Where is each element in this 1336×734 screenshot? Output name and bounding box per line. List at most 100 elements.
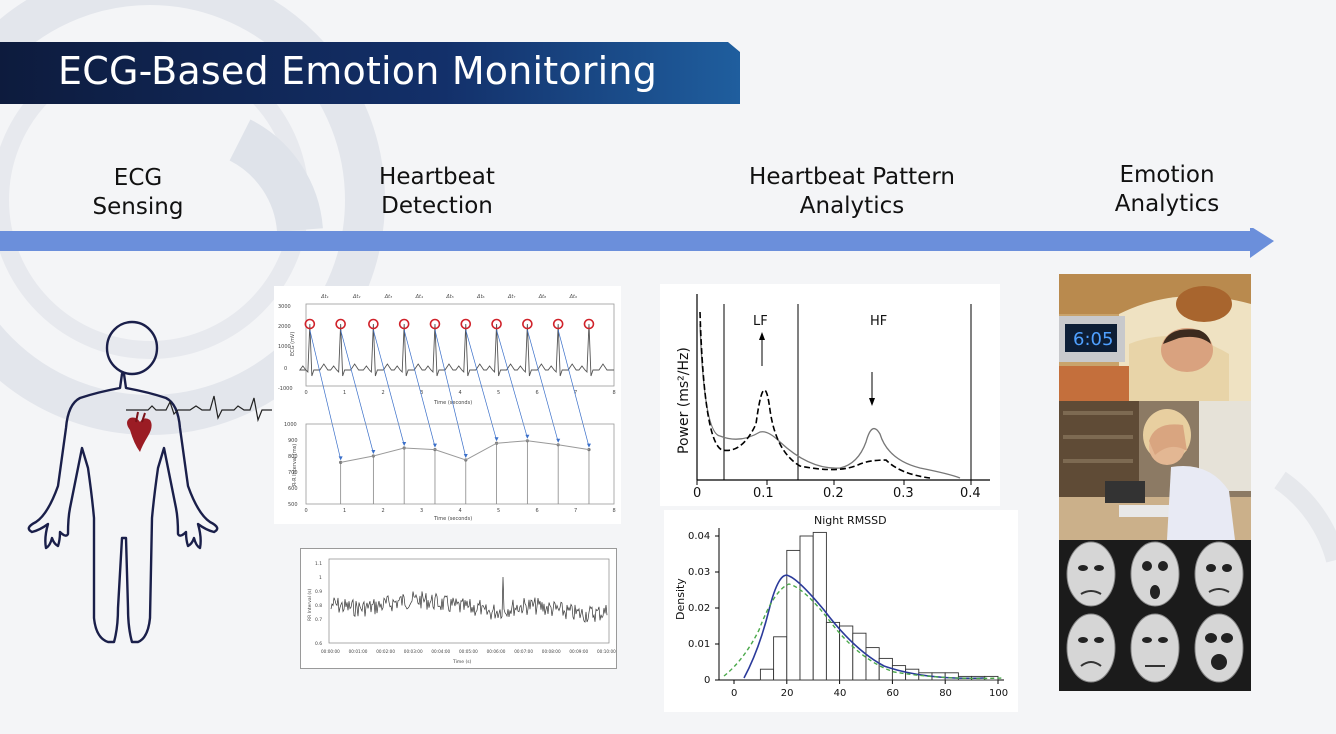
ecg-xtick: 8 (613, 390, 616, 396)
rrs-ytick: 0.6 (315, 641, 322, 647)
rrs-xlabel: Time (s) (452, 659, 472, 665)
process-arrow (0, 228, 1274, 258)
rr-arrowhead (556, 438, 561, 443)
rrs-xtick: 00:02:00 (376, 649, 395, 654)
hist-xtick: 20 (781, 688, 794, 699)
psd-xtick: 0.3 (893, 486, 914, 501)
hist-ytick: 0.02 (688, 603, 710, 614)
rr-ytick: 900 (288, 438, 298, 444)
rr-mapping-arrow (465, 329, 497, 441)
beat-label: Δt₁ (320, 294, 328, 300)
r-peak-marker (429, 318, 441, 330)
hist-bar (786, 549, 801, 681)
hist-ytick: 0.01 (688, 639, 710, 650)
rr-mapping-arrows (309, 329, 591, 461)
rr-xlabel: Time (seconds) (433, 516, 472, 522)
hist-bar (944, 672, 959, 681)
rr-mapping-arrow (434, 329, 467, 458)
psd-xtick: 0.2 (823, 486, 844, 501)
page-title: ECG-Based Emotion Monitoring (58, 49, 658, 93)
rr-xtick: 3 (420, 508, 423, 514)
rr-arrowhead (525, 434, 530, 439)
r-peak-marker (460, 318, 472, 330)
ecg-ylabel: ECG (mV) (290, 332, 296, 356)
rrs-xtick: 00:00:00 (321, 649, 340, 654)
rr-arrowhead (463, 454, 468, 458)
ecg-trace (126, 395, 272, 423)
rr-ytick: 500 (288, 502, 298, 508)
rr-line (340, 440, 590, 463)
psd-dashed-curve (699, 311, 931, 479)
hist-bar (773, 636, 788, 681)
rrs-xtick: 00:07:00 (514, 649, 533, 654)
hist-ytick: 0.03 (688, 567, 710, 578)
r-peak-marker (304, 318, 316, 330)
rr-series-line (330, 576, 608, 623)
ecg-ytick: 2000 (278, 324, 291, 330)
hist-bar (799, 535, 814, 681)
ecg-xtick: 1 (343, 390, 346, 396)
rr-xtick: 5 (497, 508, 500, 514)
rr-mapping-arrow (557, 329, 590, 447)
hist-ytick: 0.04 (688, 531, 710, 542)
hist-ylabel: Density (674, 578, 687, 620)
rrs-xtick: 00:09:00 (569, 649, 588, 654)
ecg-ytick: 1000 (278, 344, 291, 350)
ecg-xtick: 7 (574, 390, 577, 396)
rr-arrowhead (338, 456, 343, 461)
beat-label: Δt₈ (538, 294, 546, 300)
rrs-xtick: 00:03:00 (404, 649, 423, 654)
green-fit-curve (723, 583, 1005, 680)
rr-series-chart: 1.1 1 0.9 0.8 0.7 0.6 RR Interval (s) 00… (307, 558, 616, 665)
rr-ytick: 600 (288, 486, 298, 492)
rr-arrowhead (371, 450, 376, 454)
step-label-line2: Detection (381, 193, 493, 219)
ecg-rr-chart: 3000 2000 1000 0 -1000 ECG (mV) 0 1 2 3 4 5 6 7… (278, 294, 616, 522)
rr-point (339, 460, 343, 464)
rr-xtick: 8 (613, 508, 616, 514)
ecg-xtick: 5 (497, 390, 500, 396)
step-label-line1: Emotion (1119, 162, 1215, 188)
step-ecg-sensing: ECG Sensing (78, 164, 198, 222)
r-peak-marker (335, 318, 346, 330)
ecg-ytick: -1000 (278, 386, 293, 392)
title-banner (0, 42, 740, 104)
rrs-ytick: 1.1 (315, 561, 322, 567)
psd-xtick: 0.1 (753, 486, 774, 501)
hist-title: Night RMSSD (814, 514, 887, 527)
ecg-xtick: 2 (382, 390, 385, 396)
r-peak-marker (398, 318, 410, 330)
psd-chart: Power (ms²/Hz) LF HF 0 0.1 0.2 0.3 0.4 (676, 294, 990, 501)
rrs-xtick: 00:05:00 (459, 649, 478, 654)
psd-panel: Power (ms²/Hz) LF HF 0 0.1 0.2 0.3 0.4 (660, 284, 1000, 506)
ecg-xtick: 3 (420, 390, 423, 396)
hist-xtick: 0 (731, 688, 737, 699)
beat-label: Δt₅ (445, 294, 453, 300)
rr-mapping-arrow (403, 329, 436, 447)
hist-bar (878, 657, 893, 681)
rr-interval-plot (339, 439, 591, 504)
beat-label: Δt₆ (476, 294, 484, 300)
rr-xtick: 7 (574, 508, 577, 514)
rr-arrowhead (586, 443, 591, 448)
emotion-photos: 6:05 (1059, 274, 1251, 691)
r-peak-marker (368, 318, 379, 330)
rr-arrowhead (432, 443, 437, 448)
ecg-xticks: 0 1 2 3 4 5 6 7 8 (305, 390, 616, 396)
rrs-ytick: 0.9 (315, 589, 322, 595)
hist-xtick: 60 (886, 688, 899, 699)
beat-label: Δt₄ (415, 294, 423, 300)
step-emotion-analytics: Emotion Analytics (1097, 161, 1237, 219)
rr-series-panel: 1.1 1 0.9 0.8 0.7 0.6 RR Interval (s) 00… (300, 548, 617, 669)
hist-xtick: 80 (939, 688, 952, 699)
ecg-ytick: 0 (284, 366, 287, 372)
psd-ylabel: Power (ms²/Hz) (676, 347, 692, 454)
rrs-ytick: 0.8 (315, 603, 322, 609)
rrs-ytick: 0.7 (315, 617, 322, 623)
emotion-masks-photo (1059, 540, 1251, 691)
r-peak-marker (552, 318, 564, 330)
rr-xtick: 2 (382, 508, 385, 514)
sleeping-photo: 6:05 (1059, 274, 1251, 401)
rrs-xtick: 00:10:00 (597, 649, 616, 654)
ecg-xtick: 0 (305, 390, 308, 396)
